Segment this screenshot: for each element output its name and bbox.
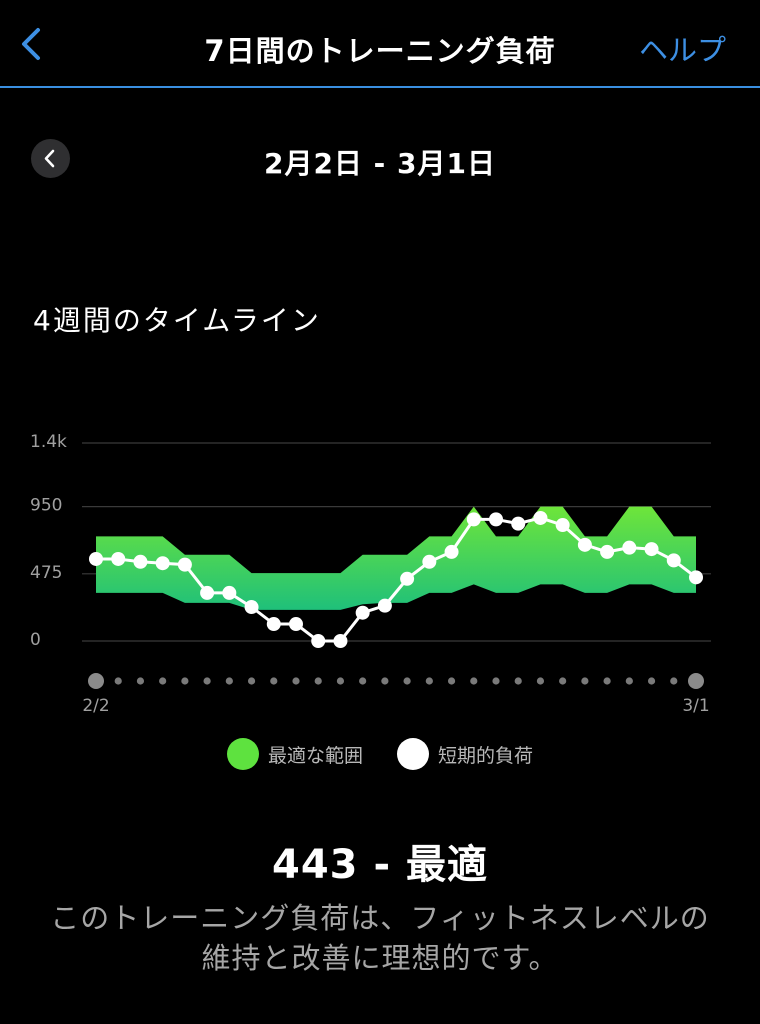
short-term-load-point: [555, 518, 570, 533]
timeline-title: 4週間のタイムライン: [33, 304, 321, 337]
timeline-day-marker: [536, 677, 545, 685]
legend-label-load: 短期的負荷: [438, 744, 534, 767]
short-term-load-point: [200, 585, 215, 600]
y-tick-label: 475: [30, 563, 62, 583]
y-tick-label: 1.4k: [30, 432, 67, 452]
timeline-day-marker: [470, 677, 478, 685]
short-term-load-point: [266, 617, 281, 632]
short-term-load-point: [511, 516, 526, 531]
help-link[interactable]: ヘルプ: [638, 33, 726, 67]
timeline-day-marker: [114, 677, 122, 685]
timeline-day-marker: [225, 677, 233, 685]
short-term-load-point: [89, 551, 103, 566]
back-button[interactable]: [12, 22, 52, 66]
nav-header: 7日間のトレーニング負荷 ヘルプ: [0, 0, 760, 88]
load-description: このトレーニング負荷は、フィットネスレベルの 維持と改善に理想的です。: [0, 898, 760, 978]
timeline-day-marker: [136, 677, 145, 685]
optimal-range-band: [96, 506, 696, 610]
timeline-day-marker: [247, 677, 256, 685]
legend-item-load: 短期的負荷: [397, 738, 533, 770]
page-title: 7日間のトレーニング負荷: [204, 34, 556, 68]
timeline-day-marker: [581, 677, 589, 685]
short-term-load-point: [333, 634, 348, 648]
short-term-load-point: [622, 540, 637, 555]
short-term-load-point: [444, 544, 459, 559]
short-term-load-point: [666, 553, 681, 568]
description-line-1: このトレーニング負荷は、フィットネスレベルの: [50, 901, 710, 935]
timeline-day-marker: [159, 677, 167, 685]
timeline-end-marker: [688, 673, 704, 689]
date-range: 2月2日 - 3月1日: [263, 147, 497, 180]
short-term-load-point: [689, 570, 703, 585]
short-term-load-point: [133, 554, 148, 569]
y-tick-label: 0: [30, 630, 41, 650]
timeline-day-marker: [270, 677, 278, 685]
short-term-load-point: [289, 617, 303, 632]
y-tick-label: 950: [30, 496, 62, 516]
timeline-day-marker: [425, 677, 433, 685]
timeline-day-marker: [492, 677, 500, 685]
timeline-day-marker: [336, 677, 345, 685]
chevron-left-icon: [44, 149, 55, 168]
timeline-day-marker: [603, 677, 611, 685]
x-tick-label: 2/2: [82, 696, 109, 716]
short-term-load-line: [96, 516, 697, 643]
timeline-day-marker: [670, 677, 678, 685]
short-term-load-point: [311, 634, 326, 648]
timeline-day-marker: [559, 677, 567, 685]
chevron-left-icon: [22, 28, 40, 60]
timeline-day-marker: [359, 677, 367, 685]
chart-legend: 最適な範囲 短期的負荷: [0, 738, 760, 775]
timeline-day-marker: [181, 677, 189, 685]
short-term-load-point: [422, 554, 437, 569]
short-term-load-point: [489, 512, 503, 527]
short-term-load-point: [600, 544, 615, 559]
timeline-day-marker: [647, 677, 656, 685]
training-load-chart: 1.4k 950 475 0 2/2 3/1: [30, 432, 711, 716]
short-term-load-point: [155, 556, 170, 571]
short-term-load-point: [222, 585, 237, 600]
timeline-end-marker: [88, 673, 104, 689]
timeline-day-marker: [447, 677, 456, 685]
timeline-day-marker: [203, 677, 211, 685]
timeline-day-marker: [625, 677, 633, 685]
short-term-load-point: [466, 512, 481, 527]
short-term-load-point: [577, 537, 592, 552]
short-term-load-point: [533, 510, 548, 525]
short-term-load-point: [177, 557, 192, 572]
timeline-day-marker: [514, 677, 522, 685]
timeline-day-marker: [292, 677, 300, 685]
x-tick-label: 3/1: [682, 696, 709, 716]
short-term-load-point: [644, 542, 659, 557]
short-term-load-point: [355, 605, 370, 620]
legend-label-range: 最適な範囲: [267, 744, 363, 767]
legend-swatch-load: [397, 738, 430, 770]
load-status-value: 443 - 最適: [272, 842, 488, 888]
short-term-load-point: [244, 600, 259, 615]
timeline-day-marker: [381, 677, 389, 685]
timeline-day-marker: [403, 677, 411, 685]
short-term-load-point: [111, 551, 126, 566]
description-line-2: 維持と改善に理想的です。: [201, 941, 559, 975]
previous-period-button[interactable]: [31, 139, 70, 178]
legend-swatch-range: [226, 738, 259, 770]
short-term-load-point: [377, 598, 392, 613]
legend-item-range: 最適な範囲: [226, 738, 363, 770]
short-term-load-point: [400, 571, 415, 586]
timeline-day-marker: [314, 677, 322, 685]
